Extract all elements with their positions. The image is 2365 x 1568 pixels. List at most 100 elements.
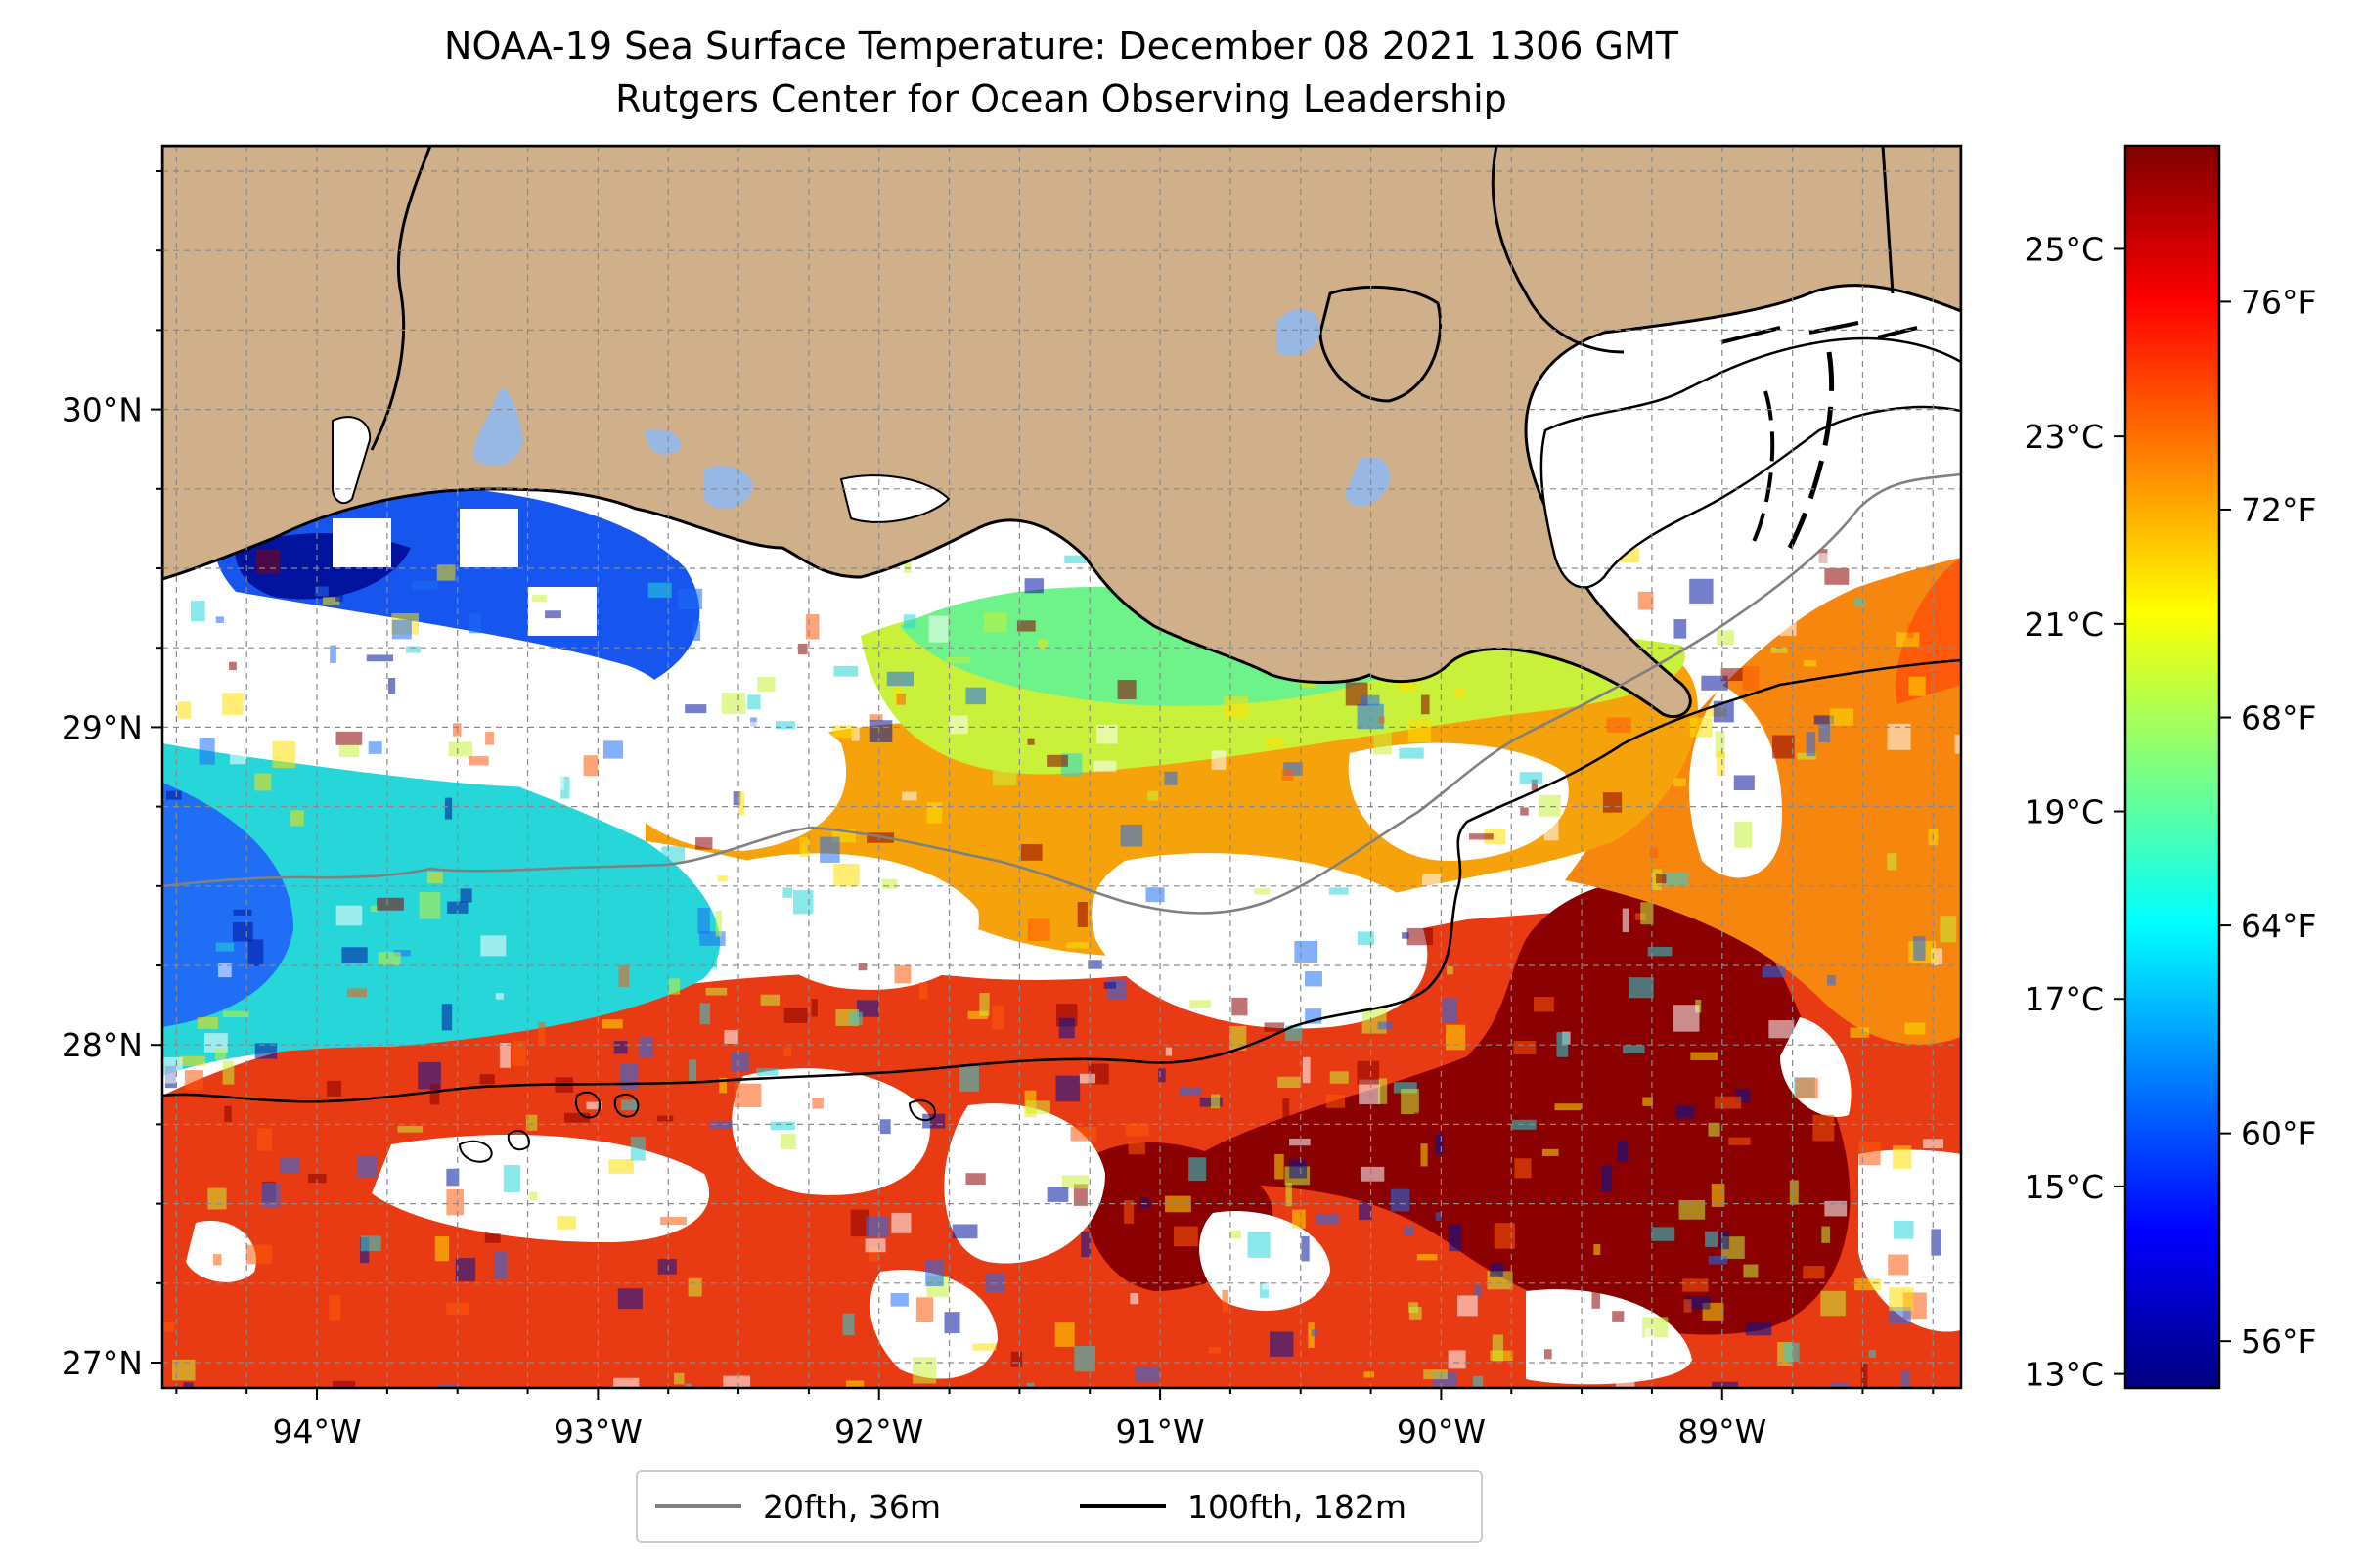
sst-speckle <box>1277 1076 1302 1088</box>
sst-speckle <box>850 1209 870 1237</box>
sst-speckle <box>512 1040 526 1066</box>
sst-speckle <box>925 1260 944 1287</box>
sst-speckle <box>833 665 859 677</box>
colorbar-gradient <box>2123 144 2221 1390</box>
sst-speckle <box>356 1156 378 1178</box>
sst-speckle <box>247 939 264 966</box>
sst-speckle <box>928 615 949 643</box>
sst-speckle <box>1270 1331 1294 1357</box>
sst-speckle <box>1070 1126 1097 1142</box>
sst-speckle <box>1637 591 1654 610</box>
sst-speckle <box>1294 940 1318 963</box>
sst-speckle <box>1779 617 1797 637</box>
sst-speckle <box>387 677 396 694</box>
colorbar-c-label: 25°C <box>2024 230 2104 268</box>
sst-speckle <box>532 594 547 603</box>
sst-speckle <box>1742 666 1760 692</box>
sst-speckle <box>494 1251 508 1279</box>
sst-speckle <box>1649 847 1658 859</box>
sst-speckle <box>1492 1334 1503 1362</box>
sst-speckle <box>1145 887 1165 903</box>
sst-speckle <box>479 1074 495 1085</box>
sst-speckle <box>1103 981 1117 989</box>
sst-speckle <box>1733 775 1755 790</box>
sst-speckle <box>1316 1213 1339 1225</box>
sst-speckle <box>1077 902 1088 928</box>
sst-speckle <box>1821 1226 1830 1243</box>
sst-speckle <box>1230 1230 1241 1239</box>
sst-speckle <box>1047 1187 1069 1202</box>
sst-speckle <box>965 911 973 929</box>
sst-speckle <box>689 1059 697 1083</box>
sst-speckle <box>1435 1212 1442 1221</box>
sst-speckle <box>1128 1142 1145 1155</box>
sst-speckle <box>1762 966 1786 978</box>
sst-speckle <box>1373 730 1392 755</box>
sst-speckle <box>272 740 296 769</box>
sst-speckle <box>406 646 421 653</box>
sst-speckle <box>1770 647 1788 653</box>
sst-speckle <box>602 1019 623 1029</box>
sst-speckle <box>525 1114 538 1131</box>
sst-speckle <box>191 601 205 622</box>
sst-speckle <box>879 1119 891 1135</box>
sst-speckle <box>1940 916 1957 943</box>
sst-speckle <box>1960 1382 1961 1388</box>
sst-speckle <box>1302 1056 1311 1084</box>
sst-speckle <box>1448 1350 1466 1369</box>
sst-speckle <box>1425 1164 1446 1173</box>
sst-speckle <box>1081 1232 1092 1258</box>
sst-speckle <box>370 905 379 913</box>
sst-speckle <box>166 1006 184 1015</box>
sst-speckle <box>583 755 599 777</box>
sst-speckle <box>446 1168 460 1187</box>
sst-speckle <box>709 1121 733 1130</box>
sst-speckle <box>1390 1188 1410 1212</box>
colorbar-f-label: 64°F <box>2241 907 2316 945</box>
sst-speckle <box>660 1216 687 1226</box>
sst-speckle <box>222 1060 235 1085</box>
sst-speckle <box>705 987 728 996</box>
sst-speckle <box>495 993 505 1000</box>
sst-speckle <box>748 721 768 742</box>
sst-speckle <box>805 614 820 640</box>
sst-speckle <box>1361 1008 1387 1034</box>
sst-speckle <box>1361 1166 1385 1182</box>
sst-speckle <box>1027 738 1035 745</box>
y-tick-label: 30°N <box>62 391 143 429</box>
sst-speckle <box>1393 1082 1417 1094</box>
sst-speckle <box>894 676 902 704</box>
sst-speckle <box>1768 1020 1795 1039</box>
sst-speckle <box>736 651 751 669</box>
sst-speckle <box>1408 1306 1422 1320</box>
sst-speckle <box>1421 694 1430 715</box>
sst-speckle <box>1224 696 1249 719</box>
sst-speckle <box>586 1101 602 1110</box>
sst-speckle <box>1541 1148 1559 1156</box>
sst-speckle <box>1860 1362 1868 1388</box>
legend-label-20fth: 20fth, 36m <box>763 1487 941 1526</box>
sst-speckle <box>1066 942 1090 949</box>
sst-speckle <box>717 875 728 882</box>
sst-speckle <box>1399 747 1424 759</box>
sst-speckle <box>1538 794 1561 817</box>
sst-speckle <box>812 1098 824 1109</box>
sst-speckle <box>1026 1382 1035 1388</box>
sst-speckle <box>602 740 623 759</box>
sst-speckle <box>1708 1122 1720 1137</box>
map-subtitle: Rutgers Center for Ocean Observing Leade… <box>615 77 1507 120</box>
sst-speckle <box>1889 1287 1914 1312</box>
sst-speckle <box>1473 1375 1484 1388</box>
sst-speckle <box>560 776 570 799</box>
sst-speckle <box>1061 1175 1089 1189</box>
sst-speckle <box>162 1321 175 1332</box>
sst-speckle <box>1602 792 1623 813</box>
sst-speckle <box>1445 1024 1466 1051</box>
sst-speckle <box>992 1005 1004 1030</box>
sst-speckle <box>1673 1005 1700 1032</box>
map-frame <box>160 144 1963 1390</box>
sst-speckle <box>436 1384 459 1388</box>
sst-speckle <box>1544 1349 1552 1360</box>
sst-speckle <box>1606 717 1631 733</box>
sst-speckle <box>692 620 701 641</box>
